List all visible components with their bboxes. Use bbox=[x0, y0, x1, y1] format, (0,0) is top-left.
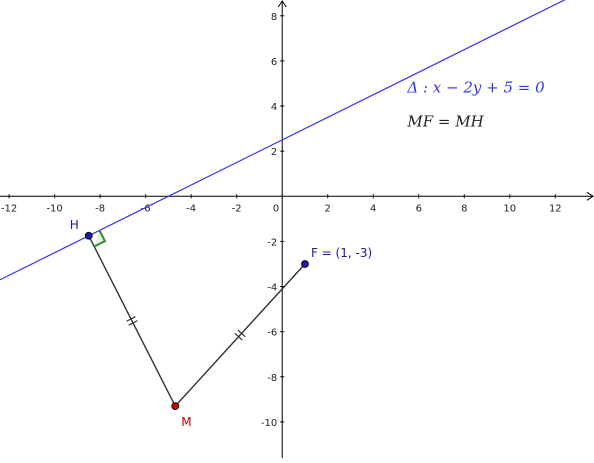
x-axis-arrow-icon bbox=[586, 191, 594, 201]
line-equation-label: Δ : x − 2y + 5 = 0 bbox=[406, 79, 545, 97]
x-tick-label: 10 bbox=[503, 203, 516, 214]
x-tick-label: 6 bbox=[416, 203, 422, 214]
point-m[interactable] bbox=[171, 402, 180, 411]
y-tick-label: -4 bbox=[267, 283, 277, 294]
segment-hm[interactable] bbox=[88, 235, 176, 407]
y-axis-arrow-icon bbox=[277, 0, 287, 8]
point-m-label: M bbox=[181, 415, 191, 429]
x-tick-label: -10 bbox=[46, 203, 62, 214]
tick-mark bbox=[237, 329, 246, 338]
segment-mf[interactable] bbox=[174, 263, 306, 407]
point-h-label: H bbox=[70, 218, 79, 232]
x-tick-label: 2 bbox=[325, 203, 331, 214]
y-axis-ticks: 8 6 4 2 -2 -4 -6 -8 -10 bbox=[261, 12, 285, 429]
y-tick-label: 6 bbox=[271, 57, 277, 68]
point-h[interactable] bbox=[84, 231, 93, 240]
x-tick-label: -6 bbox=[141, 203, 151, 214]
relation-label: MF = MH bbox=[406, 112, 484, 130]
x-tick-label: -12 bbox=[1, 203, 17, 214]
y-tick-label: -6 bbox=[267, 328, 277, 339]
right-angle-marker bbox=[93, 229, 107, 248]
y-tick-label: 2 bbox=[271, 147, 277, 158]
x-tick-label: 12 bbox=[549, 203, 562, 214]
y-tick-label: -2 bbox=[267, 237, 277, 248]
y-tick-label: 4 bbox=[271, 102, 277, 113]
tick-mark bbox=[234, 332, 243, 341]
y-tick-label: 8 bbox=[271, 12, 277, 23]
tick-mark bbox=[128, 320, 138, 326]
equal-length-mark-mf bbox=[234, 329, 246, 341]
x-axis-ticks: -12 -10 -8 -6 -4 -2 0 2 4 6 8 10 12 bbox=[1, 194, 562, 214]
x-tick-label: -8 bbox=[95, 203, 105, 214]
x-tick-label: 0 bbox=[273, 203, 279, 214]
equal-length-mark-hm bbox=[126, 316, 138, 326]
point-f[interactable] bbox=[301, 260, 309, 268]
point-f-label: F = (1, -3) bbox=[311, 246, 372, 260]
x-tick-label: -4 bbox=[186, 203, 196, 214]
x-tick-label: 4 bbox=[370, 203, 376, 214]
x-tick-label: -2 bbox=[232, 203, 242, 214]
y-tick-label: -10 bbox=[261, 418, 277, 429]
y-tick-label: -8 bbox=[267, 373, 277, 384]
line-delta[interactable] bbox=[0, 0, 594, 281]
x-tick-label: 8 bbox=[461, 203, 467, 214]
tick-mark bbox=[126, 316, 136, 322]
